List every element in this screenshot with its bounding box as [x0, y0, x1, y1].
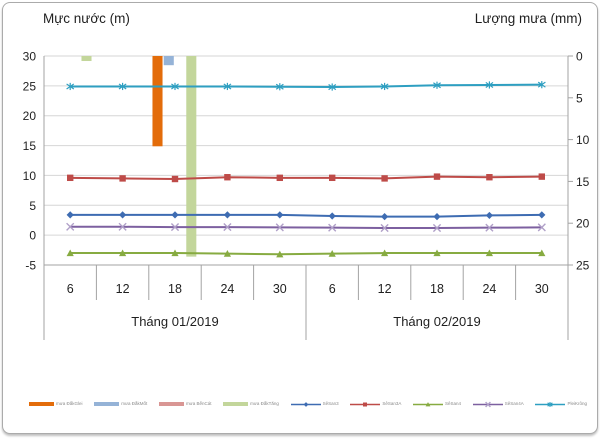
legend-label: mưa BếnCát [185, 400, 212, 406]
legend-line-swatch [472, 401, 503, 407]
level-line [70, 175, 542, 181]
legend-bar-swatch [94, 401, 120, 407]
day-label: 18 [430, 282, 444, 296]
legend-line-swatch [290, 401, 321, 407]
month-label: Tháng 02/2019 [393, 314, 480, 329]
legend-label: SêSan3 [322, 400, 339, 406]
legend-bar-swatch [158, 401, 184, 407]
legend-item: mưa BếnCát [158, 400, 212, 407]
level-line [70, 225, 542, 229]
legend-label: SêSan3A [382, 400, 402, 406]
month-label: Tháng 01/2019 [131, 314, 218, 329]
left-axis-title: Mực nước (m) [43, 11, 130, 26]
rain-bar [186, 56, 197, 257]
legend-line-swatch [350, 402, 381, 406]
legend-bar-swatch [29, 401, 54, 407]
left-tick-label: 5 [29, 199, 36, 213]
legend-line-swatch [535, 401, 566, 407]
right-tick-label: 20 [576, 217, 590, 231]
day-label: 6 [67, 282, 74, 296]
left-tick-label: 25 [23, 79, 37, 93]
legend-item: SêSan4A [472, 400, 524, 409]
rain-bars [81, 56, 197, 257]
left-tick-label: 15 [23, 139, 37, 153]
left-tick-label: 10 [23, 169, 37, 183]
day-label: 30 [273, 282, 287, 296]
day-label: 24 [220, 282, 234, 296]
legend-bar-swatch [223, 401, 249, 407]
left-tick-label: 20 [23, 109, 37, 123]
legend-item: SêSan3 [290, 400, 339, 409]
legend-label: mưa ĐắkMốt [121, 400, 148, 406]
rain-bar [152, 56, 163, 147]
legend-label: mưa ĐắkTăng [250, 400, 279, 406]
legend-item: mưa ĐắkTăng [223, 400, 279, 407]
legend-item: SêSan3A [350, 400, 401, 409]
right-axis-title: Lượng mưa (mm) [474, 11, 582, 26]
axes [43, 55, 573, 340]
legend-item: PleiKrông [535, 400, 587, 409]
legend-label: mưa ĐắkGlei [56, 400, 83, 406]
axis-labels: 30 25 20 15 10 5 0 -5 0 5 10 15 20 25 6 12 18 24 30 6 12 18 24… [23, 50, 590, 330]
right-tick-label: 10 [576, 133, 590, 147]
right-tick-label: 15 [576, 175, 590, 189]
legend-label: SêSan4 [445, 400, 462, 406]
left-tick-label: -5 [25, 259, 36, 273]
legend-line-swatch [413, 401, 444, 406]
legend-item: SêSan4 [413, 400, 461, 409]
legend-item: mưa ĐắkGlei [29, 400, 83, 407]
level-line [70, 213, 542, 218]
day-label: 12 [116, 282, 130, 296]
level-line [70, 83, 542, 89]
legend-label: SêSan4A [504, 400, 524, 406]
day-label: 12 [378, 282, 392, 296]
day-label: 24 [482, 282, 496, 296]
legend-item: mưa ĐắkMốt [94, 400, 148, 407]
legend-label: PleiKrông [567, 400, 587, 406]
rain-bar [163, 56, 174, 66]
right-tick-label: 5 [576, 91, 583, 105]
left-tick-label: 30 [23, 50, 37, 64]
level-line [70, 252, 542, 256]
level-lines [66, 81, 546, 258]
rain-bar [81, 56, 92, 62]
chart-legend: mưa ĐắkGlei mưa ĐắkMốt mưa BếnCát mưa ĐắkTă… [29, 396, 587, 412]
right-tick-label: 25 [576, 259, 590, 273]
chart-frame: Mực nước (m) Lượng mưa (mm) 30 25 20 15 10 5 0… [2, 2, 598, 434]
day-label: 30 [535, 282, 549, 296]
right-tick-label: 0 [576, 50, 583, 64]
day-label: 18 [168, 282, 182, 296]
day-label: 6 [329, 282, 336, 296]
left-tick-label: 0 [29, 229, 36, 243]
combo-chart: 30 25 20 15 10 5 0 -5 0 5 10 15 20 25 6 12 18 24 30 6 12 18 24… [23, 50, 590, 340]
